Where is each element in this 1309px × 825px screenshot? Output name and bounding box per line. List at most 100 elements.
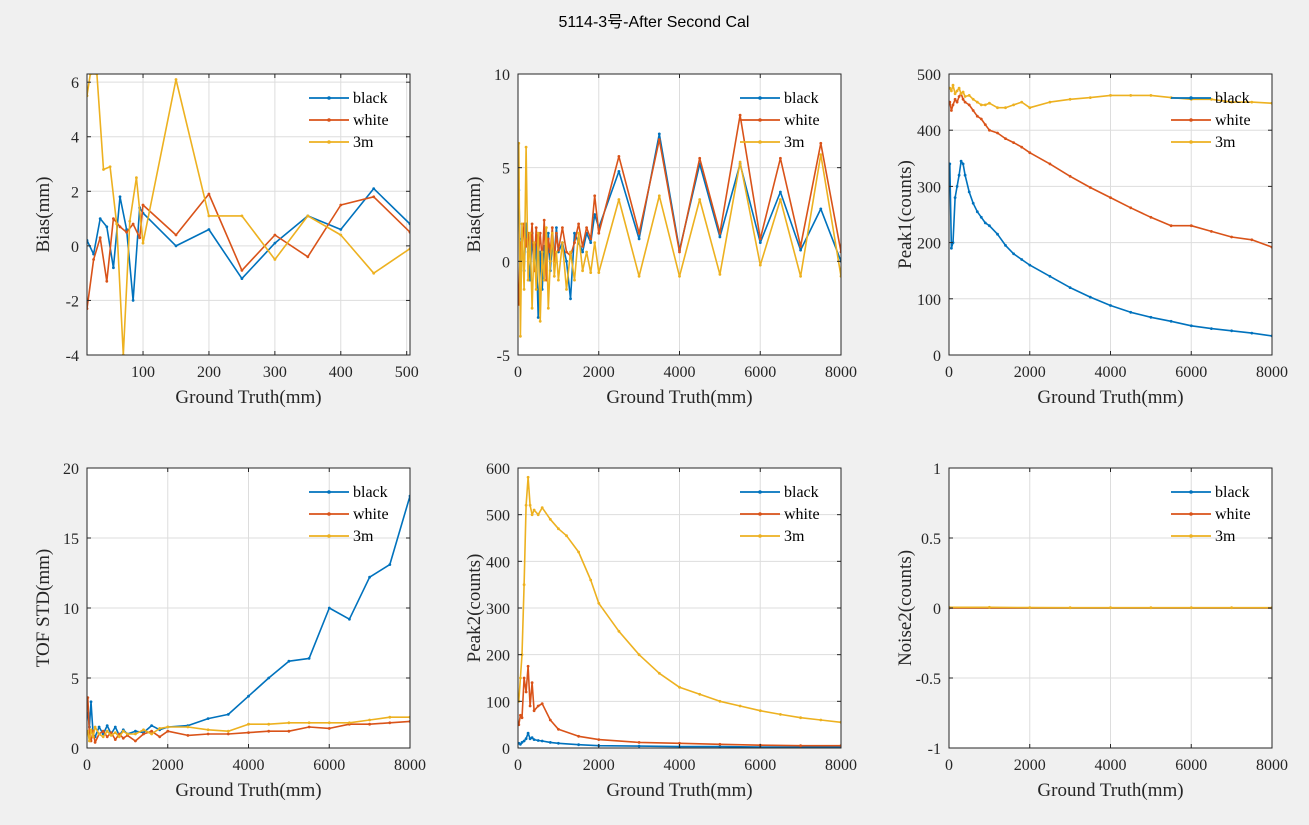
data-point-3m <box>91 735 95 739</box>
data-point-white <box>1028 151 1032 155</box>
legend-marker-black <box>327 96 331 100</box>
data-point-white <box>368 722 371 726</box>
data-point-black <box>953 196 957 200</box>
data-point-black <box>1129 310 1133 314</box>
data-point-3m <box>536 513 540 517</box>
data-point-black <box>307 657 311 660</box>
data-point-white <box>593 194 597 198</box>
data-point-black <box>105 225 109 229</box>
data-point-3m <box>530 513 534 517</box>
x-tick-label: 6000 <box>1175 364 1207 381</box>
x-tick-label: 4000 <box>1095 364 1127 381</box>
data-point-black <box>339 228 343 231</box>
data-point-white <box>799 244 802 248</box>
legend-entry-3m: 3m <box>784 528 805 545</box>
data-point-white <box>953 97 957 101</box>
y-tick-label: 10 <box>494 67 510 84</box>
data-point-3m <box>718 699 722 703</box>
data-point-3m <box>565 288 568 291</box>
data-point-white <box>597 738 601 741</box>
data-point-3m <box>577 550 580 554</box>
data-point-white <box>92 258 95 261</box>
data-point-3m <box>955 89 959 93</box>
legend-marker-3m <box>327 140 331 144</box>
data-point-black <box>247 694 250 698</box>
data-point-white <box>186 734 190 737</box>
data-point-3m <box>657 194 661 198</box>
data-point-3m <box>1020 100 1024 104</box>
data-point-black <box>368 575 371 579</box>
data-point-black <box>287 659 291 663</box>
data-point-black <box>957 173 961 177</box>
data-point-3m <box>307 721 311 725</box>
data-point-black <box>979 215 983 219</box>
data-point-3m <box>306 214 310 218</box>
data-point-3m <box>117 735 121 739</box>
x-tick-label: 4000 <box>233 757 265 774</box>
data-point-black <box>779 190 782 194</box>
data-point-3m <box>819 153 823 157</box>
x-axis-label: Ground Truth(mm) <box>1037 780 1183 801</box>
legend-entry-black: black <box>784 90 819 107</box>
data-point-black <box>131 299 135 302</box>
data-point-black <box>1169 319 1173 323</box>
legend-entry-black: black <box>353 90 388 107</box>
data-point-white <box>950 109 953 112</box>
legend-marker-white <box>1189 118 1193 122</box>
data-point-white <box>118 225 122 229</box>
data-point-3m <box>528 503 532 507</box>
data-point-white <box>105 735 109 739</box>
data-point-3m <box>206 728 210 732</box>
data-point-black <box>89 700 93 704</box>
y-tick-label: 600 <box>486 461 510 478</box>
data-point-black <box>1004 244 1007 247</box>
data-point-white <box>372 195 376 199</box>
data-point-white <box>138 236 142 240</box>
data-point-white <box>226 732 230 736</box>
data-point-3m <box>678 274 681 278</box>
data-point-3m <box>174 78 178 81</box>
data-point-white <box>536 704 540 708</box>
data-point-3m <box>150 732 154 736</box>
data-point-3m <box>657 671 661 675</box>
data-point-3m <box>186 725 190 729</box>
data-point-3m <box>637 274 641 278</box>
data-point-black <box>112 266 115 270</box>
data-point-black <box>150 724 154 727</box>
data-point-white <box>961 97 965 101</box>
data-point-3m <box>339 233 343 237</box>
data-point-3m <box>1068 97 1072 101</box>
x-tick-label: 0 <box>514 757 522 774</box>
data-point-3m <box>550 231 554 235</box>
legend-marker-white <box>758 118 762 122</box>
legend-entry-black: black <box>1215 90 1250 107</box>
data-point-3m <box>522 288 526 291</box>
data-point-black <box>617 170 621 173</box>
y-tick-label: 0 <box>502 254 510 271</box>
data-point-3m <box>597 271 601 274</box>
data-point-3m <box>142 728 145 732</box>
data-point-3m <box>105 729 109 733</box>
data-point-3m <box>548 517 552 521</box>
data-point-black <box>530 736 534 740</box>
data-point-black <box>540 739 544 743</box>
data-point-white <box>530 222 534 226</box>
data-point-white <box>548 718 552 722</box>
data-point-3m <box>524 145 528 149</box>
data-point-white <box>526 664 530 668</box>
legend: black white 3m <box>740 484 820 545</box>
data-point-black <box>522 739 526 743</box>
y-tick-label: 20 <box>63 461 79 478</box>
data-point-3m <box>617 198 621 201</box>
data-point-3m <box>542 278 546 282</box>
legend-entry-3m: 3m <box>1215 134 1236 151</box>
y-tick-label: -1 <box>928 741 941 758</box>
data-point-white <box>951 103 955 107</box>
data-point-3m <box>569 250 572 254</box>
data-point-3m <box>166 725 170 729</box>
data-point-black <box>240 277 244 280</box>
data-point-white <box>637 231 641 235</box>
data-point-3m <box>738 704 742 708</box>
data-point-white <box>957 95 961 98</box>
